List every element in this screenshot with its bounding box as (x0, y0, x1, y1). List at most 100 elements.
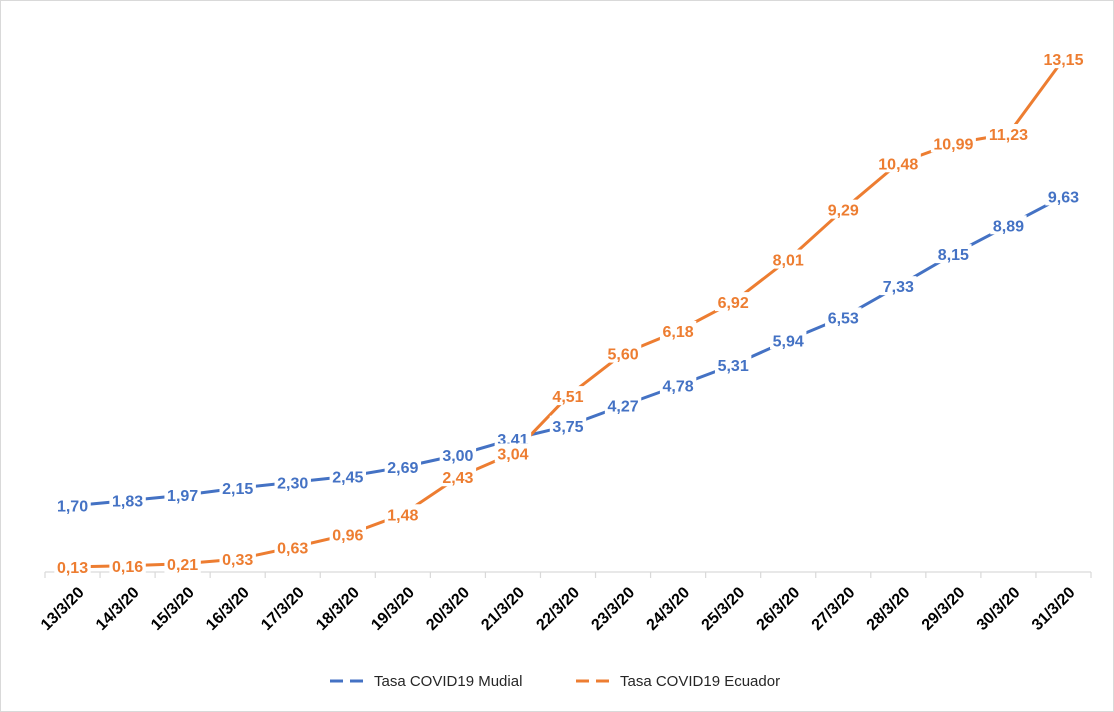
x-tick-label: 24/3/20 (644, 584, 694, 634)
data-label-bg (930, 133, 976, 153)
data-label: 4,78 (663, 379, 694, 396)
x-tick-label: 21/3/20 (478, 584, 528, 634)
data-label-bg (659, 375, 697, 395)
data-label: 0,13 (57, 560, 88, 577)
data-label: 3,75 (552, 419, 583, 436)
data-label: 3,00 (442, 448, 473, 465)
data-label-bg (604, 343, 642, 363)
data-label-bg (494, 429, 532, 449)
data-label: 10,48 (878, 156, 918, 173)
data-label: 1,97 (167, 488, 198, 505)
data-label-bg (935, 244, 972, 264)
data-label-bg (990, 215, 1027, 235)
data-label-bg (549, 415, 587, 435)
data-label-bg (109, 555, 146, 575)
x-tick-label: 16/3/20 (203, 584, 253, 634)
data-label-bg (164, 553, 201, 573)
data-label-bg (604, 395, 642, 415)
data-label: 6,18 (663, 324, 694, 341)
data-label-bg (329, 524, 366, 544)
data-label-bg (770, 249, 807, 269)
data-label: 0,21 (167, 557, 198, 574)
data-label-bg (494, 443, 532, 463)
data-label-bg (219, 478, 256, 498)
data-label-bg (54, 495, 91, 515)
x-tick-label: 20/3/20 (423, 584, 473, 634)
data-label: 11,23 (989, 127, 1028, 144)
data-label-bg (1040, 49, 1086, 69)
data-label-bg (659, 320, 697, 340)
data-label-bg (219, 549, 256, 569)
data-label-bg (164, 485, 201, 505)
data-label-bg (274, 537, 311, 557)
data-label: 13,15 (1043, 52, 1083, 69)
data-label-bg (439, 445, 477, 464)
data-label-bg (384, 504, 422, 524)
data-label: 9,63 (1048, 189, 1079, 206)
data-label: 6,53 (828, 310, 859, 327)
data-label: 8,15 (938, 247, 969, 264)
data-label-bg (549, 386, 587, 406)
data-label: 5,94 (773, 333, 804, 350)
data-label-bg (875, 153, 921, 173)
data-label: 0,63 (277, 540, 308, 557)
data-label-bg (109, 490, 146, 510)
data-label: 2,45 (332, 469, 363, 486)
data-label-bg (1045, 186, 1082, 206)
data-label: 9,29 (828, 203, 859, 220)
data-label: 5,31 (718, 358, 749, 375)
data-label-bg (274, 472, 311, 492)
data-label-bg (825, 199, 862, 219)
data-label: 2,30 (277, 475, 308, 492)
data-label: 1,83 (112, 494, 143, 511)
x-tick-label: 13/3/20 (38, 584, 88, 634)
data-label: 4,27 (607, 398, 638, 415)
data-label-bg (825, 307, 862, 327)
data-labels: 1,70 1,83 1,97 2,15 2,30 2,452,693,003,413,75… (54, 49, 1086, 577)
legend: Tasa COVID19 Mudial Tasa COVID19 Ecuador (330, 673, 780, 690)
data-label: 3,04 (497, 446, 528, 463)
legend-label-1: Tasa COVID19 Ecuador (620, 673, 780, 690)
x-tick-label: 27/3/20 (809, 584, 859, 634)
data-label: 2,43 (442, 470, 473, 487)
data-label: 10,99 (933, 136, 973, 153)
data-label-bg (770, 330, 807, 350)
data-label: 2,15 (222, 481, 253, 498)
data-label: 2,69 (387, 460, 418, 477)
data-label: 1,70 (57, 499, 88, 516)
x-tick-label: 14/3/20 (93, 584, 143, 634)
x-tick-label: 30/3/20 (974, 584, 1024, 634)
x-tick-label: 17/3/20 (258, 584, 308, 634)
x-tick-label: 22/3/20 (533, 584, 583, 634)
data-label-bg (880, 276, 917, 296)
x-tick-label: 23/3/20 (588, 584, 638, 634)
data-label-bg (714, 292, 752, 312)
data-label-bg (384, 457, 422, 477)
data-label: 8,89 (993, 218, 1024, 235)
data-label: 6,92 (718, 295, 749, 312)
data-label-bg (439, 467, 477, 487)
x-tick-label: 25/3/20 (699, 584, 749, 634)
legend-label-0: Tasa COVID19 Mudial (374, 673, 522, 690)
x-tick-label: 29/3/20 (919, 584, 969, 634)
data-label: 8,01 (773, 253, 804, 270)
series-line-0 (71, 194, 1065, 508)
data-label: 7,33 (883, 279, 914, 296)
data-label-bg (329, 466, 366, 486)
x-tick-label: 26/3/20 (754, 584, 804, 634)
x-tick-label: 31/3/20 (1029, 584, 1079, 634)
x-tick-label: 19/3/20 (368, 584, 418, 634)
data-label-bg (714, 354, 752, 374)
data-label: 0,33 (222, 552, 253, 569)
data-label: 0,16 (112, 559, 143, 576)
x-tick-label: 18/3/20 (313, 584, 363, 634)
x-tick-label: 28/3/20 (864, 584, 914, 634)
x-tick-label: 15/3/20 (148, 584, 198, 634)
data-label: 0,96 (332, 528, 363, 545)
x-axis: 13/3/20 14/3/20 15/3/20 16/3/20 17/3/20 18/3/… (38, 571, 1092, 634)
data-label-bg (54, 556, 91, 576)
data-label: 1,48 (387, 507, 418, 524)
data-label: 4,51 (552, 389, 583, 406)
